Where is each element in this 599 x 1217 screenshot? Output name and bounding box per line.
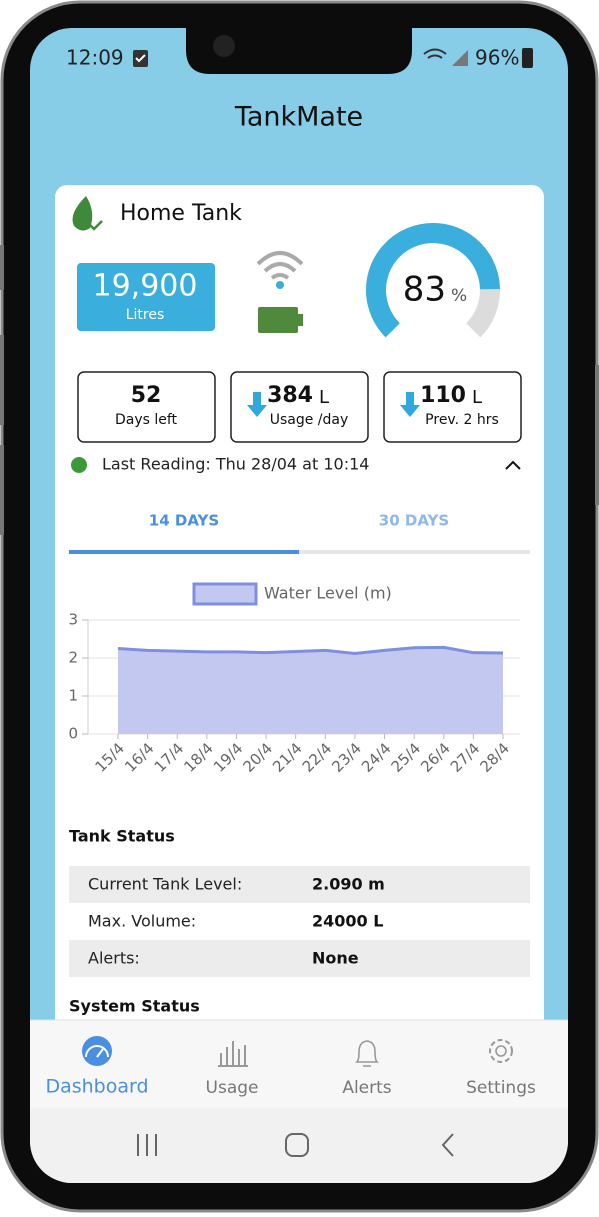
gauge-unit: % [451,286,467,306]
volume-box [77,263,215,331]
tab[interactable]: 14 DAYS [149,512,219,530]
stat-value: 384 [267,383,313,408]
line [117,645,504,655]
settings-icon-center [495,1045,507,1057]
section-title: Tank Status [69,827,175,846]
screen: 12:09 96% TankMate Home Tank 19,900 Litr… [30,28,568,1183]
table-value: None [312,949,359,968]
camera [213,35,235,57]
bottom-nav [30,1020,568,1108]
system-nav [30,1108,568,1183]
nav-label[interactable]: Usage [206,1078,259,1098]
table-row-bg [69,866,530,903]
area [118,647,503,734]
dashboard-icon-detail [96,1048,104,1058]
dashboard-icon-detail [85,1045,109,1058]
collapse-toggle[interactable] [505,460,521,470]
section-title: System Status [69,997,200,1016]
nav-label[interactable]: Alerts [342,1078,391,1098]
down-arrow-icon [400,392,420,417]
dashboard-icon[interactable] [82,1036,112,1066]
wifi-icon [256,251,304,280]
alerts-icon[interactable] [355,1040,379,1067]
stat-unit: L [319,387,329,408]
tab-track [69,550,530,554]
stat-box [383,371,522,443]
volume-unit: Litres [126,307,165,323]
side-button [0,245,4,290]
stat-label: Usage /day [270,412,349,428]
stat-box [77,371,216,443]
y-tick-label: 1 [68,687,78,705]
stats: 52 Days left 384 L Usage /day 110 L Prev. 2 hrs [77,371,522,443]
status-dot [71,457,87,473]
battery-icon [258,307,298,333]
down-arrow-icon [247,392,267,417]
y-tick-label: 0 [68,725,78,743]
stat-label: Prev. 2 hrs [425,412,499,428]
settings-icon[interactable] [489,1039,513,1063]
table-value: 24000 L [312,912,383,931]
table-label: Max. Volume: [88,912,196,931]
notch [186,28,412,74]
recents-button[interactable] [137,1134,157,1156]
stat-value: 110 [420,383,466,408]
tab[interactable]: 30 DAYS [379,512,449,530]
status-time: 12:09 [66,46,124,70]
status-table: Current Tank Level: 2.090 m Max. Volume: 24… [69,866,530,977]
stat-label: Days left [115,412,178,428]
side-button [595,365,599,505]
table-label: Alerts: [88,949,140,968]
legend-swatch [192,582,258,606]
nav-label[interactable]: Dashboard [45,1076,148,1098]
battery-icon [522,48,533,68]
status-icon [135,54,146,63]
stat-unit: L [472,387,482,408]
wifi-dot [276,281,284,289]
app-title: TankMate [234,102,363,133]
gauge-value: 83 [403,270,446,310]
table-row-bg [69,940,530,977]
side-button [0,445,4,535]
side-button [0,335,4,425]
gauge-fill [366,223,500,338]
back-button[interactable] [441,1133,454,1157]
usage-icon[interactable] [218,1041,248,1067]
tab-indicator [69,550,299,554]
leaf-icon [72,196,93,231]
y-tick-label: 2 [68,649,78,667]
table-value: 2.090 m [312,875,385,894]
tank-name: Home Tank [120,201,242,226]
gauge: 83% [366,223,500,338]
legend-label: Water Level (m) [264,584,392,603]
volume: 19,900 [93,269,198,304]
nav-label[interactable]: Settings [466,1078,536,1098]
home-button[interactable] [285,1133,309,1157]
wifi-status [423,48,447,59]
status-battery: 96% [475,46,519,70]
table-label: Current Tank Level: [88,875,242,894]
stat-box [230,371,369,443]
check-icon [89,220,103,231]
stat-value: 52 [131,383,162,408]
battery-tip [298,314,303,326]
last-reading: Last Reading: Thu 28/04 at 10:14 [102,455,369,474]
y-tick-label: 3 [68,611,78,629]
signal-status [452,50,468,66]
